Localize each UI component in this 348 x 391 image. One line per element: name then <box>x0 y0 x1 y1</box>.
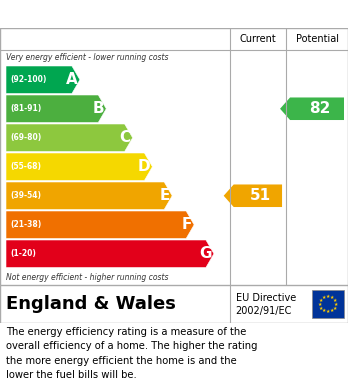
Text: (21-38): (21-38) <box>10 220 41 229</box>
Text: F: F <box>182 217 192 232</box>
Text: C: C <box>119 130 130 145</box>
Text: (39-54): (39-54) <box>10 191 41 200</box>
Text: Current: Current <box>239 34 276 44</box>
Polygon shape <box>6 95 106 122</box>
Polygon shape <box>280 97 344 120</box>
Polygon shape <box>6 124 133 151</box>
Text: ★: ★ <box>326 310 330 314</box>
Text: ★: ★ <box>322 294 326 300</box>
Text: ★: ★ <box>319 298 323 303</box>
Text: ★: ★ <box>334 301 338 307</box>
Text: 2002/91/EC: 2002/91/EC <box>236 306 292 316</box>
Text: E: E <box>160 188 170 203</box>
Text: ★: ★ <box>318 301 322 307</box>
Polygon shape <box>6 66 80 93</box>
Text: Energy Efficiency Rating: Energy Efficiency Rating <box>60 5 288 23</box>
Polygon shape <box>6 240 214 267</box>
Bar <box>312 290 344 318</box>
Text: Very energy efficient - lower running costs: Very energy efficient - lower running co… <box>6 52 168 61</box>
Text: EU Directive: EU Directive <box>236 293 296 303</box>
Text: D: D <box>138 159 150 174</box>
Text: (81-91): (81-91) <box>10 104 41 113</box>
Text: Not energy efficient - higher running costs: Not energy efficient - higher running co… <box>6 273 168 283</box>
Text: ★: ★ <box>333 298 337 303</box>
Text: England & Wales: England & Wales <box>6 295 176 313</box>
Polygon shape <box>6 211 194 239</box>
Text: (1-20): (1-20) <box>10 249 36 258</box>
Text: ★: ★ <box>330 294 334 300</box>
Text: ★: ★ <box>319 305 323 310</box>
Text: Potential: Potential <box>295 34 339 44</box>
Text: 51: 51 <box>250 188 271 203</box>
Polygon shape <box>224 185 282 207</box>
Text: ★: ★ <box>322 308 326 314</box>
Polygon shape <box>6 182 172 210</box>
Text: 82: 82 <box>309 101 331 116</box>
Text: G: G <box>199 246 212 261</box>
Text: ★: ★ <box>326 294 330 298</box>
Text: (55-68): (55-68) <box>10 162 41 171</box>
Polygon shape <box>6 153 152 181</box>
Text: (69-80): (69-80) <box>10 133 41 142</box>
Text: ★: ★ <box>330 308 334 314</box>
Text: ★: ★ <box>333 305 337 310</box>
Text: A: A <box>66 72 78 87</box>
Text: (92-100): (92-100) <box>10 75 46 84</box>
Text: B: B <box>93 101 104 116</box>
Text: The energy efficiency rating is a measure of the
overall efficiency of a home. T: The energy efficiency rating is a measur… <box>6 327 258 380</box>
